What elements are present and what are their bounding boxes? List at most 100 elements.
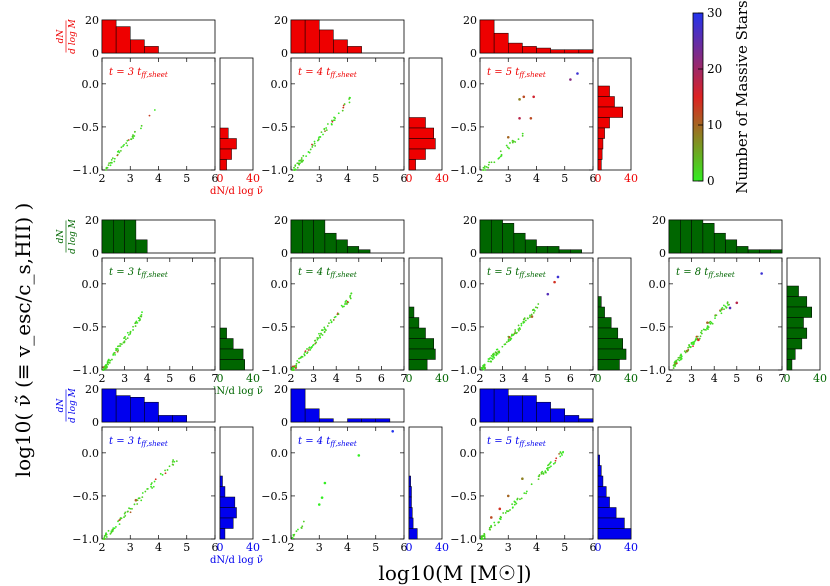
x-tick-label: 6 — [212, 172, 219, 185]
scatter-point — [513, 503, 516, 506]
scatter-point — [119, 517, 122, 519]
vel-hist-tick-label: 40 — [435, 541, 449, 554]
scatter-point — [728, 306, 732, 310]
scatter-point — [164, 469, 166, 472]
scatter-point — [546, 292, 550, 296]
scatter-point — [320, 333, 322, 335]
scatter-point — [726, 301, 729, 304]
x-tick-label: 2 — [477, 372, 484, 385]
x-tick-label: 7 — [779, 372, 786, 385]
scatter-point — [349, 96, 352, 99]
scatter-point — [150, 485, 152, 488]
mass-hist-bar — [113, 219, 125, 254]
colorbar-label: Number of Massive Stars — [733, 0, 751, 194]
mass-hist-bar — [508, 395, 523, 423]
scatter-point — [357, 454, 361, 457]
scatter-point — [320, 329, 323, 332]
vel-hist-bar — [597, 454, 600, 466]
scatter-point — [679, 354, 682, 357]
mass-hist-bar — [144, 46, 159, 54]
vel-hist-bar — [219, 348, 244, 360]
scatter-point — [333, 119, 336, 122]
x-tick-label: 6 — [756, 372, 763, 385]
scatter-point — [501, 345, 504, 348]
scatter-frame — [290, 57, 405, 171]
scatter-point — [499, 518, 502, 521]
scatter-point — [547, 469, 549, 472]
scatter-point — [166, 469, 169, 471]
vel-hist-tick-label: 0 — [784, 372, 791, 385]
vel-hist-bar — [597, 496, 610, 508]
mass-hist-tick-label: 20 — [652, 214, 666, 227]
scatter-point — [133, 135, 136, 137]
x-tick-label: 3 — [316, 172, 323, 185]
scatter-point — [110, 530, 113, 533]
scatter-point — [523, 317, 526, 320]
x-tick-label: 7 — [401, 372, 408, 385]
scatter-point — [487, 163, 490, 166]
scatter-point — [506, 146, 509, 149]
x-tick-label: 2 — [477, 172, 484, 185]
panel-label-subscript: ff,sheet — [329, 271, 357, 279]
x-tick-label: 3 — [310, 372, 317, 385]
x-tick-label: 6 — [189, 372, 196, 385]
scatter-point — [533, 309, 536, 312]
scatter-point — [110, 159, 113, 161]
scatter-point — [692, 343, 695, 346]
vel-hist-bar — [597, 486, 607, 498]
mass-hist-bar — [770, 249, 783, 254]
scatter-point — [300, 527, 303, 529]
scatter-point — [297, 361, 300, 364]
scatter-point — [714, 317, 716, 320]
vel-hist-bar — [408, 338, 434, 350]
scatter-point — [683, 350, 686, 353]
vel-hist-bar — [786, 306, 812, 318]
x-tick-label: 6 — [401, 541, 408, 554]
mass-hist-bar — [302, 219, 314, 254]
scatter-point — [133, 503, 136, 506]
scatter-point — [517, 324, 520, 327]
scatter-point — [129, 507, 132, 510]
scatter-point — [521, 132, 524, 135]
scatter-point — [337, 313, 340, 315]
scatter-point — [562, 451, 564, 454]
vel-hist-tick-label: 0 — [595, 372, 602, 385]
scatter-point — [153, 480, 156, 483]
x-tick-label: 6 — [401, 172, 408, 185]
scatter-point — [300, 355, 303, 358]
vel-hist-bar — [408, 159, 416, 171]
vel-hist-tick-label: 0 — [217, 372, 224, 385]
scatter-point — [130, 138, 132, 141]
scatter-point — [723, 308, 725, 311]
scatter-point — [296, 360, 299, 362]
scatter-point — [118, 345, 120, 347]
vel-hist-bar — [597, 159, 602, 171]
mass-hist-tick-label: 20 — [85, 14, 99, 27]
scatter-point — [144, 490, 147, 493]
x-tick-label: 5 — [183, 541, 190, 554]
scatter-point — [323, 127, 326, 130]
mass-hist-bar — [680, 219, 692, 254]
scatter-point — [499, 150, 502, 153]
scatter-point — [159, 472, 162, 475]
y-tick-label: 0.0 — [82, 447, 100, 460]
scatter-point — [502, 512, 505, 514]
scatter-point — [107, 358, 110, 361]
scatter-point — [306, 352, 308, 355]
mass-hist-bar — [508, 42, 523, 54]
mass-hist-bar — [101, 219, 114, 254]
vel-hist-bar — [597, 528, 632, 540]
mass-hist-tick-label: 0 — [470, 47, 477, 60]
mass-hist-bar — [130, 39, 145, 54]
scatter-point — [348, 101, 351, 104]
scatter-point — [482, 535, 484, 538]
mass-hist-tick-label: 0 — [470, 416, 477, 429]
scatter-point — [695, 335, 698, 338]
scatter-point — [345, 299, 348, 302]
scatter-point — [140, 127, 142, 130]
scatter-point — [123, 516, 125, 519]
mass-hist-bar — [333, 39, 348, 54]
scatter-point — [320, 131, 323, 134]
vel-hist-bar — [597, 106, 623, 118]
